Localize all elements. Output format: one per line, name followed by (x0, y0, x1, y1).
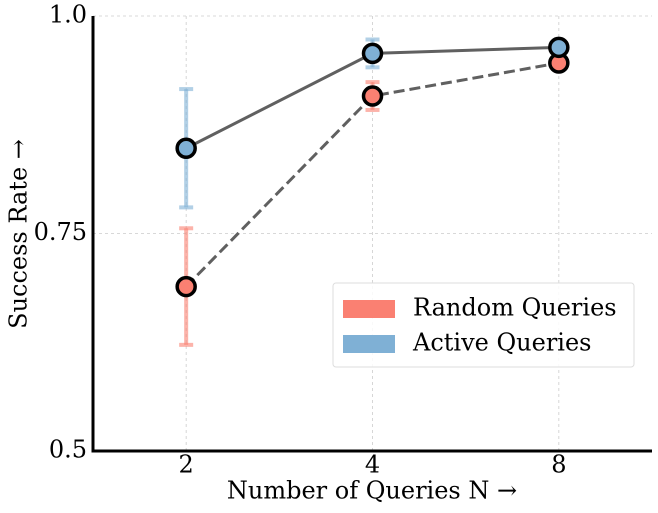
legend-box (332, 282, 635, 368)
data-point (548, 36, 570, 59)
data-point (361, 85, 384, 107)
data-point (361, 42, 384, 65)
y-tick-label: 0.5 (49, 436, 87, 464)
data-point (175, 137, 197, 159)
data-point (175, 275, 197, 298)
x-tick-label: 4 (365, 451, 380, 479)
y-tick-label: 0.75 (34, 218, 87, 246)
y-axis-label: Success Rate → (5, 139, 33, 329)
x-tick-label: 2 (179, 451, 194, 479)
x-tick-label: 8 (551, 451, 566, 479)
x-axis-label: Number of Queries N → (227, 477, 517, 505)
y-tick-label: 1.0 (49, 1, 87, 29)
legend-swatch (343, 300, 395, 318)
legend-label: Active Queries (412, 329, 592, 357)
legend-swatch (343, 335, 395, 353)
legend-label: Random Queries (413, 294, 617, 322)
